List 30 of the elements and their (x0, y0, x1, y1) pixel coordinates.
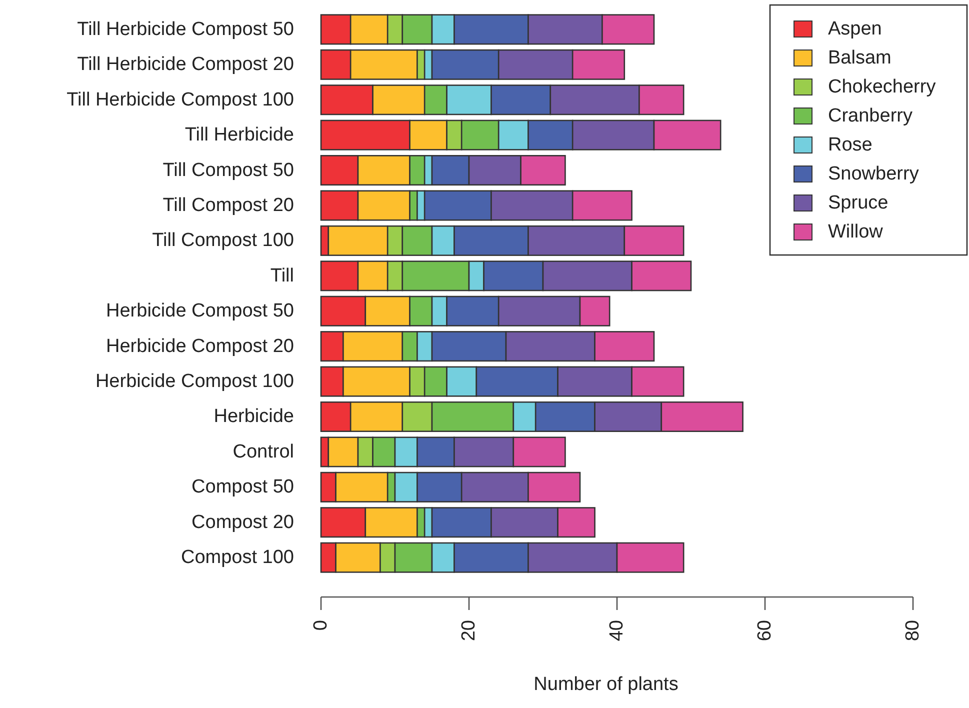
legend-label: Rose (828, 134, 872, 156)
y-tick-label: Till Herbicide Compost 20 (77, 54, 294, 76)
x-axis-title: Number of plants (534, 674, 678, 695)
legend-label: Spruce (828, 192, 888, 214)
x-tick-label: 0 (310, 620, 332, 631)
y-tick-label: Till Compost 100 (152, 230, 294, 252)
x-tick-label: 20 (458, 620, 480, 642)
x-tick-label: 80 (902, 620, 924, 642)
y-tick-label: Till Herbicide Compost 100 (66, 89, 294, 110)
legend-label: Snowberry (828, 164, 920, 184)
legend-label: Cranberry (828, 106, 913, 126)
x-tick-label: 40 (606, 620, 628, 642)
y-tick-label: Till Compost 20 (162, 194, 294, 216)
y-tick-label: Compost 50 (192, 476, 294, 498)
y-tick-label: Compost 20 (192, 512, 294, 533)
y-tick-label: Compost 100 (180, 547, 294, 568)
x-tick-label: 60 (754, 620, 776, 642)
y-tick-label: Herbicide (214, 406, 294, 428)
legend-label: Chokecherry (828, 76, 936, 98)
y-tick-label: Herbicide Compost 20 (106, 336, 294, 357)
y-tick-label: Till Herbicide Compost 50 (77, 18, 294, 40)
legend-label: Aspen (828, 18, 882, 40)
y-tick-label: Control (232, 441, 294, 462)
legend-label: Willow (828, 222, 884, 242)
y-tick-label: Till (270, 265, 294, 286)
y-tick-label: Herbicide Compost 50 (106, 300, 294, 322)
y-tick-label: Till Compost 50 (162, 160, 294, 181)
y-tick-label: Herbicide Compost 100 (95, 371, 294, 392)
y-tick-label: Till Herbicide (184, 124, 294, 146)
legend-label: Balsam (828, 48, 892, 68)
